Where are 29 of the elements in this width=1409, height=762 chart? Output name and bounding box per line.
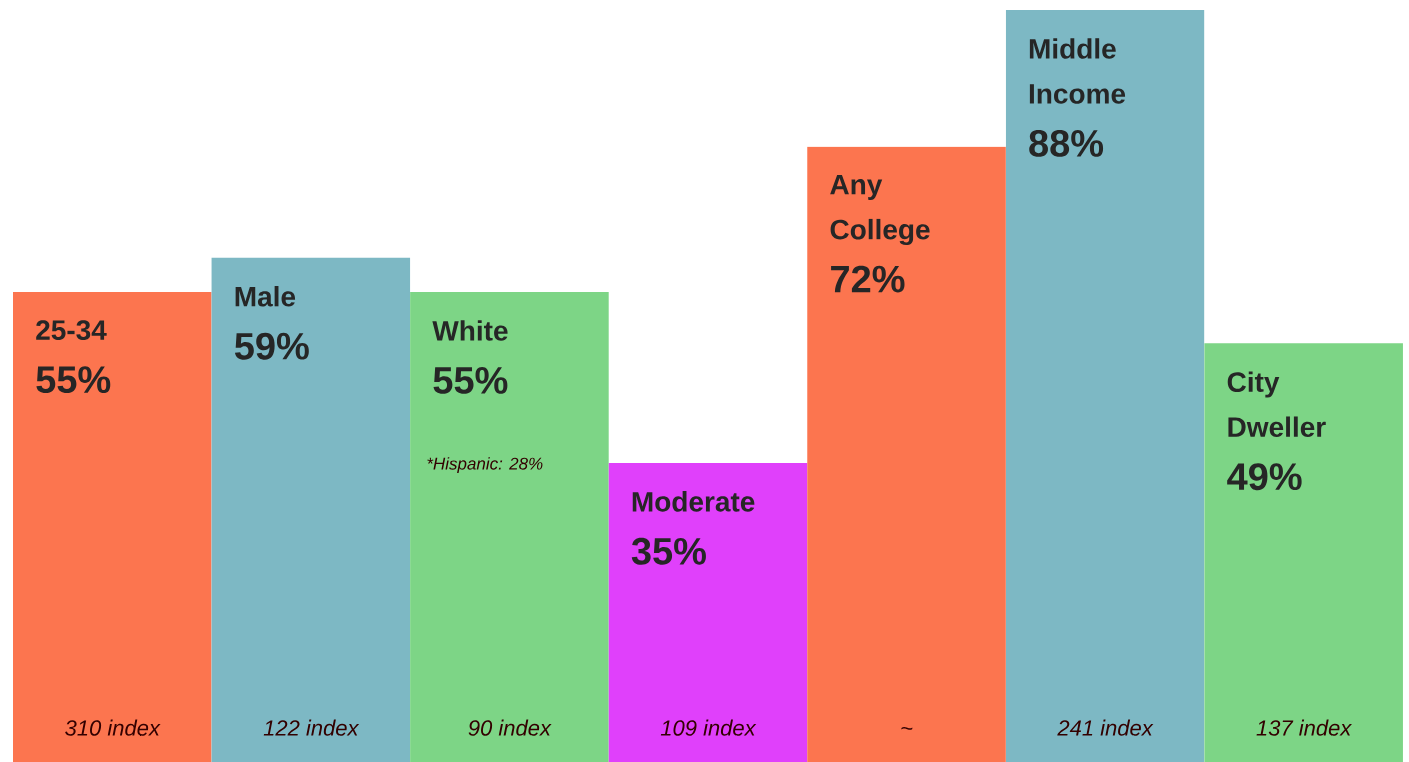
data-label: 59% [234, 332, 309, 360]
annotation: 90 index [468, 719, 552, 736]
bar [13, 291, 212, 762]
bar [1005, 9, 1205, 762]
annotation: 137 index [1256, 719, 1352, 736]
x-tick-label: Any College [830, 174, 930, 246]
bar [410, 291, 609, 762]
x-tick-label: Moderate [632, 491, 755, 512]
annotation: 122 index [263, 719, 360, 736]
bar [1204, 343, 1403, 762]
x-tick-label: 25-34 [36, 320, 107, 341]
annotation: ~ [901, 727, 913, 730]
data-label: 49% [1227, 463, 1302, 491]
data-label: 72% [831, 265, 905, 293]
bar [807, 146, 1006, 762]
x-tick-label: City Dweller [1227, 371, 1326, 438]
data-label: 55% [36, 366, 111, 394]
bar [608, 462, 808, 762]
annotation: *Hispanic: 28% [427, 457, 543, 474]
x-tick-label: White [432, 320, 508, 341]
data-label: 35% [631, 537, 706, 565]
annotation: 310 index [65, 719, 161, 736]
data-label: 55% [433, 367, 508, 394]
annotation: 241 index [1057, 719, 1154, 736]
x-tick-label: Male [235, 286, 296, 307]
bar [211, 257, 411, 762]
annotation: 109 index [660, 719, 757, 736]
data-label: 88% [1029, 129, 1104, 157]
x-tick-label: Middle Income [1029, 38, 1126, 104]
